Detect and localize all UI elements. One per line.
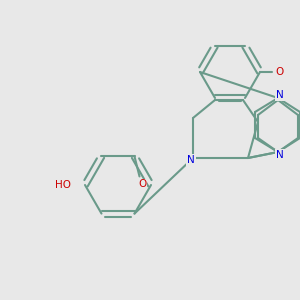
Text: N: N (276, 90, 284, 100)
Text: O: O (138, 179, 147, 189)
Text: N: N (276, 150, 284, 160)
Text: HO: HO (55, 180, 71, 190)
Text: O: O (276, 67, 284, 77)
Text: N: N (187, 155, 195, 165)
